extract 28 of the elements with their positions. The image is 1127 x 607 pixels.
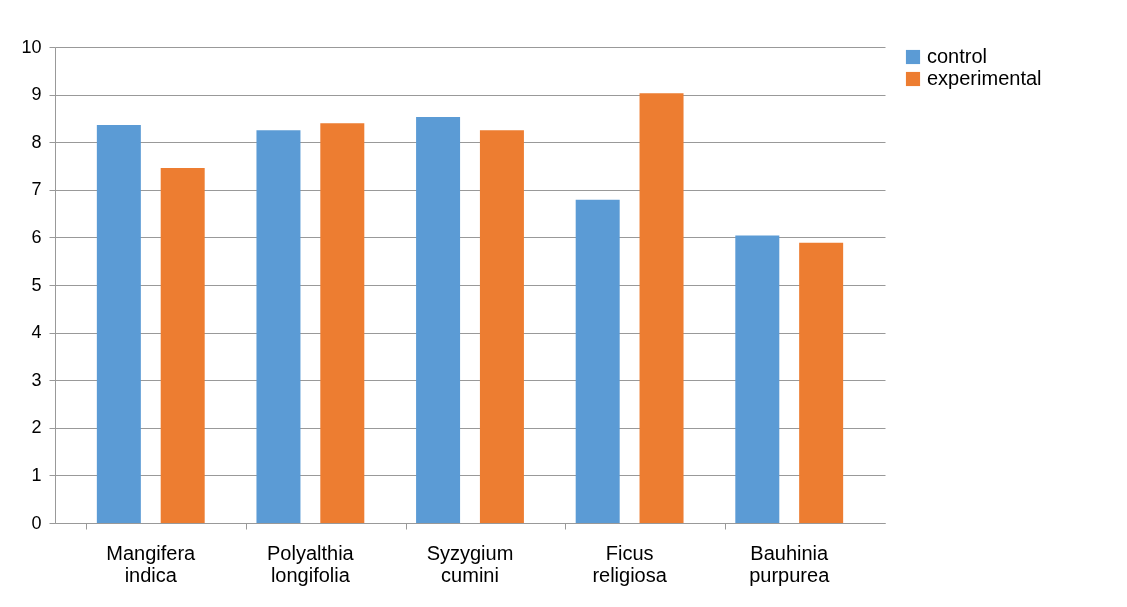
y-tick-label: 4	[31, 322, 42, 343]
y-tick-label: 5	[31, 274, 42, 295]
y-tick-label: 7	[31, 179, 42, 200]
bar	[256, 130, 301, 523]
bar	[479, 130, 524, 523]
y-tick-label: 1	[31, 464, 42, 485]
y-tick-label: 2	[31, 417, 42, 438]
x-tick-label: Mangifera indica	[106, 541, 197, 586]
x-tick-label: Ficus religiosa	[592, 541, 668, 586]
x-tick-label: Polyalthia longifolia	[267, 541, 355, 586]
y-tick-label: 8	[31, 131, 42, 152]
legend-label: experimental	[927, 67, 1042, 89]
legend-label: control	[927, 45, 988, 67]
bar	[799, 242, 844, 523]
bar	[575, 199, 620, 523]
bar	[416, 116, 461, 523]
bar	[735, 235, 780, 523]
y-tick-label: 0	[31, 512, 42, 533]
y-tick-label: 3	[31, 369, 42, 390]
bar	[160, 167, 205, 523]
bar	[639, 93, 684, 523]
y-tick-label: 9	[31, 84, 42, 105]
y-tick-label: 6	[31, 226, 42, 247]
x-tick-label: Syzygium cumini	[426, 541, 514, 586]
bar	[96, 125, 141, 523]
x-tick-label: Bauhinia purpurea	[749, 541, 831, 586]
bar	[320, 123, 365, 523]
y-tick-label: 10	[21, 36, 42, 57]
